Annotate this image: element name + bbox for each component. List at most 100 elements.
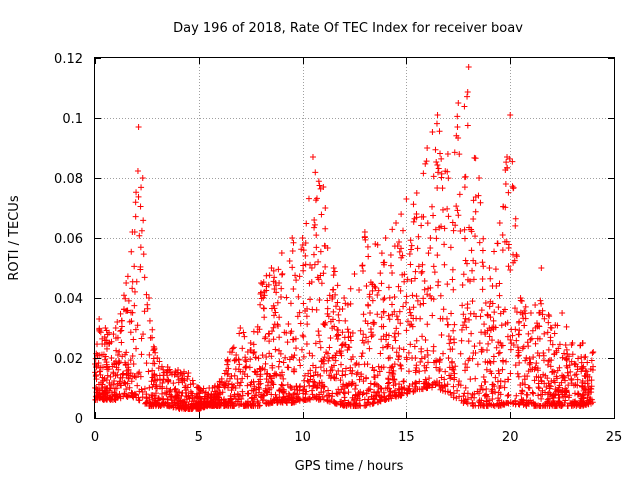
data-point <box>360 267 367 274</box>
data-point <box>474 361 481 368</box>
data-point <box>512 222 519 229</box>
data-point <box>454 113 461 120</box>
data-point <box>325 357 332 364</box>
data-point <box>103 395 110 402</box>
data-point <box>224 361 231 368</box>
data-point-peak <box>424 145 431 151</box>
data-point <box>501 384 508 391</box>
data-point <box>317 364 324 371</box>
data-point <box>413 293 420 300</box>
data-point <box>347 364 354 371</box>
data-point <box>255 399 262 406</box>
data-point <box>584 400 591 407</box>
data-point <box>499 366 506 373</box>
data-point <box>541 330 548 337</box>
data-point <box>432 146 439 153</box>
data-point <box>387 364 394 371</box>
data-point <box>172 404 179 411</box>
data-point <box>525 330 532 337</box>
data-point <box>311 216 318 223</box>
data-point <box>433 364 440 371</box>
data-point <box>460 271 467 278</box>
data-point <box>108 354 115 361</box>
data-point-peak <box>258 280 265 286</box>
data-point <box>588 357 595 364</box>
data-point <box>314 371 321 378</box>
data-point <box>412 275 418 282</box>
data-point <box>496 370 503 377</box>
data-point-peak <box>382 235 389 241</box>
data-point <box>330 308 337 315</box>
data-point <box>276 314 283 321</box>
data-point <box>270 302 277 309</box>
data-point <box>417 301 424 308</box>
data-point-peak <box>486 265 493 271</box>
data-point <box>355 361 362 368</box>
data-point <box>535 392 542 399</box>
data-point <box>565 372 572 379</box>
data-point <box>261 292 268 299</box>
data-point <box>530 390 537 397</box>
data-point <box>303 220 310 227</box>
data-point <box>172 394 179 401</box>
data-point <box>255 355 262 362</box>
data-point <box>271 312 278 319</box>
data-point <box>309 352 316 359</box>
data-point <box>340 402 347 409</box>
data-point <box>367 279 374 286</box>
data-point <box>279 382 286 389</box>
data-point <box>569 351 576 358</box>
data-point-peak <box>278 250 285 256</box>
data-point <box>462 384 469 391</box>
data-point <box>313 232 320 239</box>
data-point <box>417 359 424 366</box>
data-point <box>477 386 484 393</box>
data-point <box>568 358 575 365</box>
data-point <box>539 391 546 398</box>
data-point <box>250 328 257 335</box>
data-point <box>445 213 452 220</box>
data-point <box>454 207 461 214</box>
data-point <box>347 300 354 307</box>
data-point <box>272 391 279 398</box>
data-point <box>386 379 393 386</box>
data-point <box>410 218 417 225</box>
data-point <box>514 344 521 351</box>
data-point <box>485 340 492 347</box>
data-point <box>111 377 118 384</box>
data-point <box>410 304 417 311</box>
data-point <box>344 346 351 353</box>
data-point <box>400 346 407 353</box>
data-point <box>119 371 126 378</box>
y-tick-label: 0.12 <box>54 52 83 67</box>
data-point <box>340 381 347 388</box>
data-point <box>424 359 431 366</box>
data-point <box>103 385 110 392</box>
data-point <box>129 352 136 359</box>
data-point <box>332 291 339 298</box>
data-point <box>369 287 376 294</box>
data-point <box>444 281 451 288</box>
data-point <box>138 386 145 393</box>
data-point <box>495 395 502 402</box>
data-point <box>409 354 416 361</box>
data-point <box>151 346 158 353</box>
data-point <box>271 274 278 281</box>
data-point <box>472 208 479 215</box>
data-point <box>513 337 520 344</box>
data-point <box>169 400 176 407</box>
data-point <box>313 392 320 399</box>
data-point <box>461 174 468 181</box>
data-point <box>584 359 591 366</box>
data-point <box>255 389 262 396</box>
data-point <box>298 346 305 353</box>
data-point <box>276 280 283 287</box>
data-point <box>138 351 145 358</box>
data-point <box>266 331 273 338</box>
data-point <box>248 387 255 394</box>
data-point <box>324 305 331 312</box>
data-point <box>585 383 592 390</box>
data-point <box>134 322 141 329</box>
data-point <box>347 285 354 292</box>
data-point <box>444 321 451 328</box>
